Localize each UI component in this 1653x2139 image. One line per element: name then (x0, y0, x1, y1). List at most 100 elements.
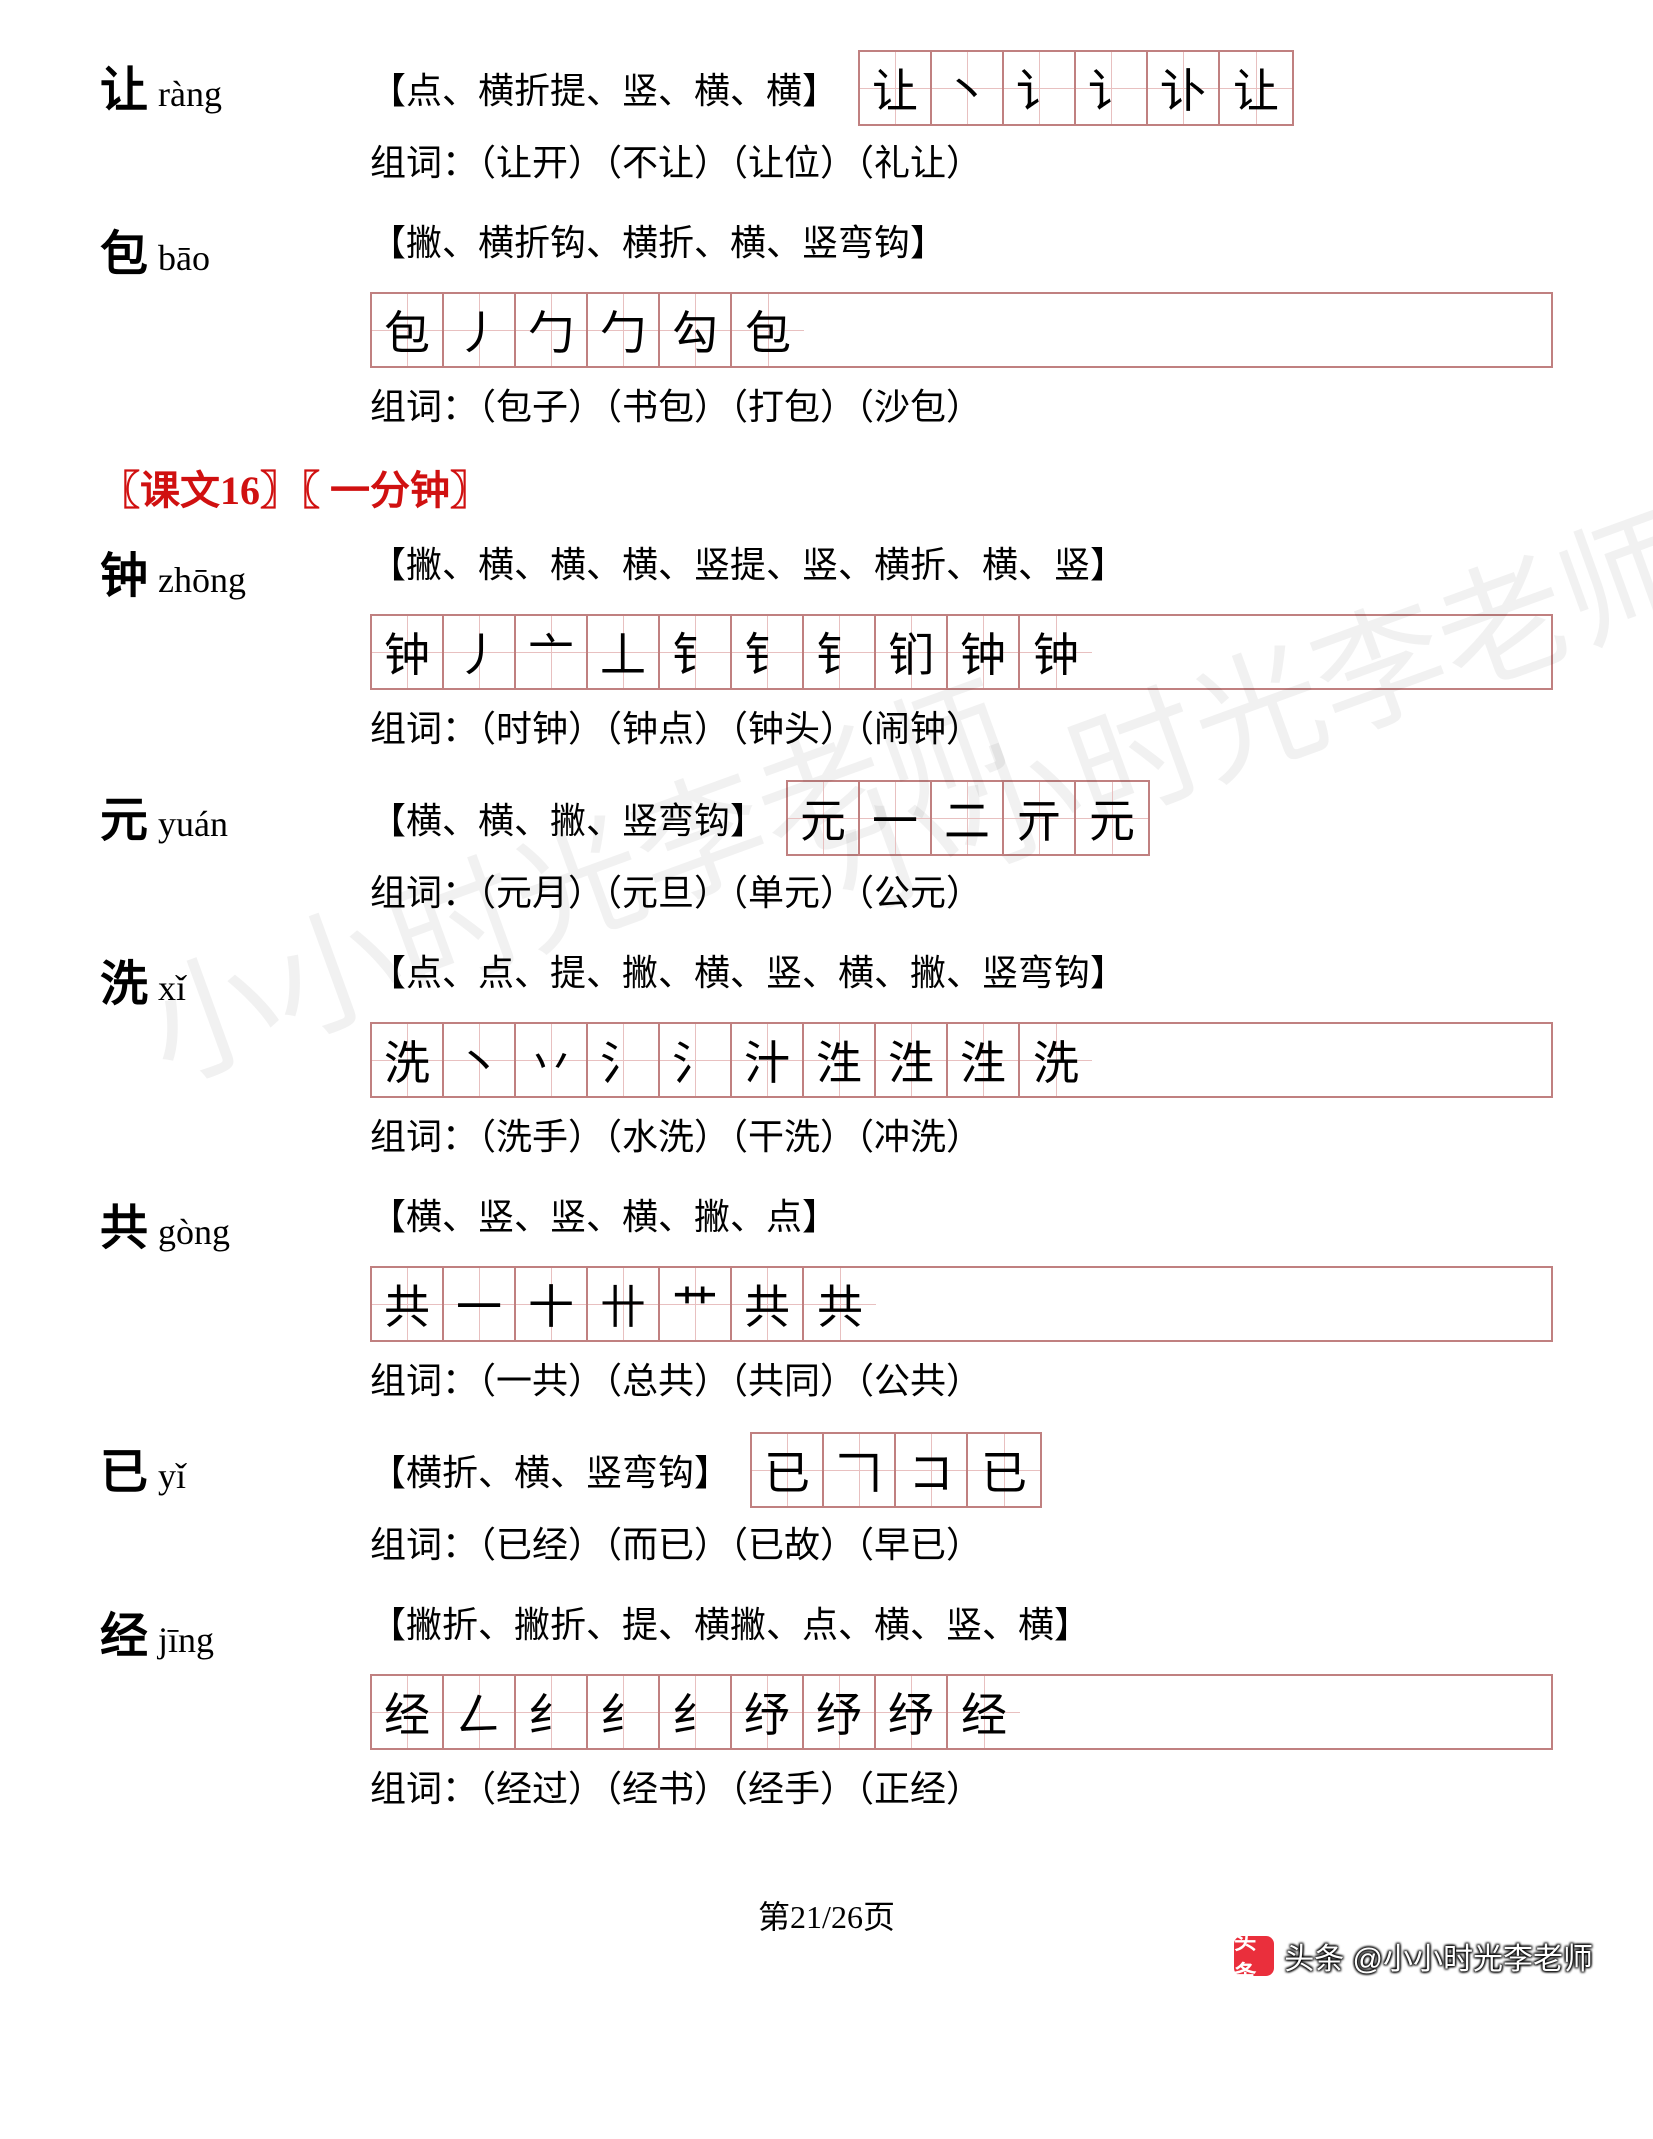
character: 包 (100, 214, 148, 284)
stroke-cell: 丿 (444, 616, 516, 688)
stroke-cell: 让 (1220, 52, 1292, 124)
attribution: 头条 头条 @小小时光李老师 (1234, 1934, 1593, 1978)
attribution-text: 头条 @小小时光李老师 (1284, 1934, 1593, 1978)
words-line: 组词：（洗手）（水洗）（干洗）（冲洗） (370, 1108, 1553, 1160)
stroke-cell: 丷 (516, 1024, 588, 1096)
character: 洗 (100, 944, 148, 1014)
stroke-cell: 亓 (1004, 782, 1076, 854)
stroke-cell: 一 (444, 1268, 516, 1340)
char-pinyin: 让ràng (100, 50, 340, 120)
stroke-cell: 钅 (732, 616, 804, 688)
words-line: 组词：（已经）（而已）（已故）（早已） (370, 1516, 1553, 1568)
entry-header-right: 【横折、横、竖弯钩】已𠃍コ已 (370, 1432, 1553, 1508)
entry-header: 经jīng【撇折、撇折、提、横撇、点、横、竖、横】 (100, 1596, 1553, 1666)
stroke-cell: 共 (804, 1268, 876, 1340)
character: 经 (100, 1596, 148, 1666)
strokes-description: 【横折、横、竖弯钩】 (370, 1444, 730, 1496)
stroke-grid: 让丶讠讠讣让 (858, 50, 1294, 126)
entry-header: 元yuán【横、横、撇、竖弯钩】元一二亓元 (100, 780, 1553, 856)
stroke-cell: 𠃍 (824, 1434, 896, 1506)
strokes-description: 【撇、横折钩、横折、横、竖弯钩】 (370, 214, 946, 266)
stroke-grid: 钟丿亠丄钅钅钅钔钟钟 (370, 614, 1553, 690)
pinyin: ràng (158, 73, 222, 115)
entry-header: 包bāo 【撇、横折钩、横折、横、竖弯钩】 (100, 214, 1553, 284)
stroke-cell: 纟 (660, 1676, 732, 1748)
char-pinyin: 经jīng (100, 1596, 340, 1666)
stroke-cell: 经 (948, 1676, 1020, 1748)
stroke-cell: 氵 (588, 1024, 660, 1096)
char-entry: 钟zhōng 【撇、横、横、横、竖提、竖、横折、横、竖】钟丿亠丄钅钅钅钔钟钟组词：… (100, 536, 1553, 752)
strokes-description: 【横、竖、竖、横、撇、点】 (370, 1188, 838, 1240)
stroke-cell: 泩 (804, 1024, 876, 1096)
stroke-cell: 氵 (660, 1024, 732, 1096)
pinyin: jīng (158, 1619, 214, 1661)
stroke-grid: 洗丶丷氵氵汁泩泩泩洗 (370, 1022, 1553, 1098)
character: 已 (100, 1432, 148, 1502)
entry-header: 钟zhōng 【撇、横、横、横、竖提、竖、横折、横、竖】 (100, 536, 1553, 606)
char-entry: 已yǐ【横折、横、竖弯钩】已𠃍コ已组词：（已经）（而已）（已故）（早已） (100, 1432, 1553, 1568)
character: 共 (100, 1188, 148, 1258)
entry-header: 让ràng【点、横折提、竖、横、横】让丶讠讠讣让 (100, 50, 1553, 126)
char-entry: 包bāo 【撇、横折钩、横折、横、竖弯钩】包丿勹勹勾包组词：（包子）（书包）（打包… (100, 214, 1553, 430)
stroke-cell: 讣 (1148, 52, 1220, 124)
pinyin: yuán (158, 803, 228, 845)
character: 钟 (100, 536, 148, 606)
strokes-description: 【点、点、提、撇、横、竖、横、撇、竖弯钩】 (370, 944, 1126, 996)
character: 元 (100, 780, 148, 850)
stroke-grid: 经𠃋纟纟纟纾纾纾经 (370, 1674, 1553, 1750)
stroke-grid: 已𠃍コ已 (750, 1432, 1042, 1508)
stroke-cell: 纾 (804, 1676, 876, 1748)
stroke-cell: 钟 (372, 616, 444, 688)
stroke-cell: 纟 (588, 1676, 660, 1748)
stroke-cell: 一 (860, 782, 932, 854)
strokes-description: 【撇、横、横、横、竖提、竖、横折、横、竖】 (370, 536, 1126, 588)
stroke-cell: 泩 (948, 1024, 1020, 1096)
char-pinyin: 已yǐ (100, 1432, 340, 1502)
stroke-cell: 元 (1076, 782, 1148, 854)
strokes-description: 【点、横折提、竖、横、横】 (370, 62, 838, 114)
char-pinyin: 钟zhōng (100, 536, 340, 606)
toutiao-icon: 头条 (1234, 1936, 1274, 1976)
char-entry: 洗xǐ【点、点、提、撇、横、竖、横、撇、竖弯钩】洗丶丷氵氵汁泩泩泩洗组词：（洗手… (100, 944, 1553, 1160)
stroke-cell: 纾 (876, 1676, 948, 1748)
entry-header: 已yǐ【横折、横、竖弯钩】已𠃍コ已 (100, 1432, 1553, 1508)
words-line: 组词：（包子）（书包）（打包）（沙包） (370, 378, 1553, 430)
words-line: 组词：（元月）（元旦）（单元）（公元） (370, 864, 1553, 916)
stroke-cell: 丶 (444, 1024, 516, 1096)
stroke-cell: 钟 (948, 616, 1020, 688)
stroke-cell: 钔 (876, 616, 948, 688)
stroke-cell: 丶 (932, 52, 1004, 124)
stroke-cell: 𠃋 (444, 1676, 516, 1748)
stroke-cell: 汁 (732, 1024, 804, 1096)
stroke-cell: 经 (372, 1676, 444, 1748)
pinyin: bāo (158, 237, 210, 279)
stroke-cell: 共 (372, 1268, 444, 1340)
entry-header-right: 【点、点、提、撇、横、竖、横、撇、竖弯钩】 (370, 944, 1553, 996)
stroke-cell: 纾 (732, 1676, 804, 1748)
stroke-cell: 卄 (588, 1268, 660, 1340)
page-number: 第21/26页 (100, 1892, 1553, 1938)
char-entry: 共gòng【横、竖、竖、横、撇、点】共一十卄艹共共组词：（一共）（总共）（共同）… (100, 1188, 1553, 1404)
stroke-cell: 二 (932, 782, 1004, 854)
stroke-cell: 让 (860, 52, 932, 124)
stroke-cell: コ (896, 1434, 968, 1506)
stroke-cell: 元 (788, 782, 860, 854)
words-line: 组词：（时钟）（钟点）（钟头）（闹钟） (370, 700, 1553, 752)
words-line: 组词：（一共）（总共）（共同）（公共） (370, 1352, 1553, 1404)
words-line: 组词：（让开）（不让）（让位）（礼让） (370, 134, 1553, 186)
stroke-cell: 丿 (444, 294, 516, 366)
entry-header: 洗xǐ【点、点、提、撇、横、竖、横、撇、竖弯钩】 (100, 944, 1553, 1014)
stroke-cell: 已 (752, 1434, 824, 1506)
stroke-cell: 钟 (1020, 616, 1092, 688)
stroke-cell: 勾 (660, 294, 732, 366)
char-pinyin: 元yuán (100, 780, 340, 850)
pinyin: gòng (158, 1211, 230, 1253)
entry-header-right: 【撇、横折钩、横折、横、竖弯钩】 (370, 214, 1553, 266)
stroke-grid: 包丿勹勹勾包 (370, 292, 1553, 368)
stroke-cell: 钅 (804, 616, 876, 688)
stroke-cell: 勹 (516, 294, 588, 366)
page-content: 让ràng【点、横折提、竖、横、横】让丶讠讠讣让组词：（让开）（不让）（让位）（… (100, 50, 1553, 1812)
entry-header-right: 【横、横、撇、竖弯钩】元一二亓元 (370, 780, 1553, 856)
stroke-cell: 洗 (1020, 1024, 1092, 1096)
stroke-cell: 泩 (876, 1024, 948, 1096)
